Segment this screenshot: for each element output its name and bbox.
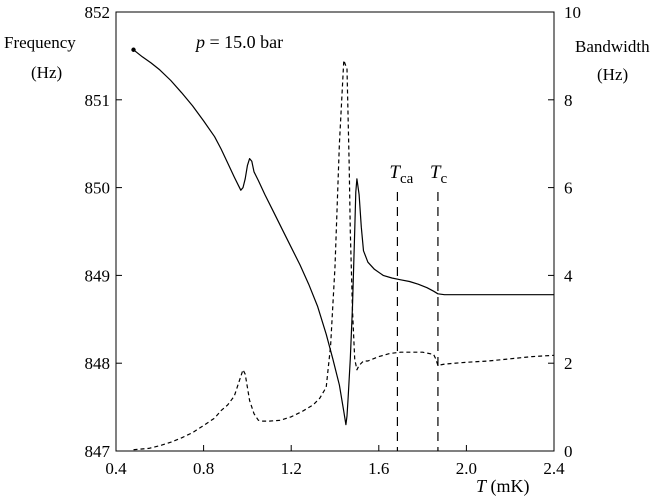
y-right-tick-label: 4 [564,266,573,285]
frequency-series-line [133,49,554,426]
x-tick-label: 1.6 [368,459,389,478]
y-left-tick-label: 848 [85,354,111,373]
x-tick-label: 2.4 [543,459,565,478]
y-left-label-line2: (Hz) [31,63,62,82]
bandwidth-series-line [133,59,555,451]
y-right-tick-label: 6 [564,179,573,198]
y-right-tick-label: 0 [564,442,573,461]
x-axis-label: T (mK) [476,476,530,497]
y-right-tick-label: 8 [564,91,573,110]
y-left-tick-label: 852 [85,3,111,22]
axis-tick-labels: 0.4 0.8 1.2 1.6 2.0 2.4 847 848 849 850 851 852 0 2 4 6… [85,3,582,478]
y-right-label-line2: (Hz) [597,65,628,84]
y-left-tick-label: 851 [85,91,111,110]
x-tick-label: 1.2 [281,459,302,478]
marker-label-t-c: Tc [430,162,448,187]
frequency-start-point [131,47,136,52]
transition-markers: Tca Tc [389,162,448,451]
series-layer [131,47,555,451]
x-tick-label: 2.0 [456,459,477,478]
y-left-tick-label: 847 [85,442,111,461]
y-right-tick-label: 2 [564,354,573,373]
y-right-tick-label: 10 [564,3,581,22]
axis-ticks [115,11,555,452]
x-tick-label: 0.8 [193,459,214,478]
pressure-annotation: p = 15.0 bar [194,32,283,52]
y-right-label-line1: Bandwidth [575,37,650,56]
y-left-tick-label: 849 [85,266,111,285]
y-left-tick-label: 850 [85,179,111,198]
marker-label-t-ca: Tca [389,162,413,187]
y-left-label-line1: Frequency [4,33,76,52]
x-tick-label: 0.4 [105,459,127,478]
plot-axes [115,11,555,452]
plot-frame [115,11,555,452]
